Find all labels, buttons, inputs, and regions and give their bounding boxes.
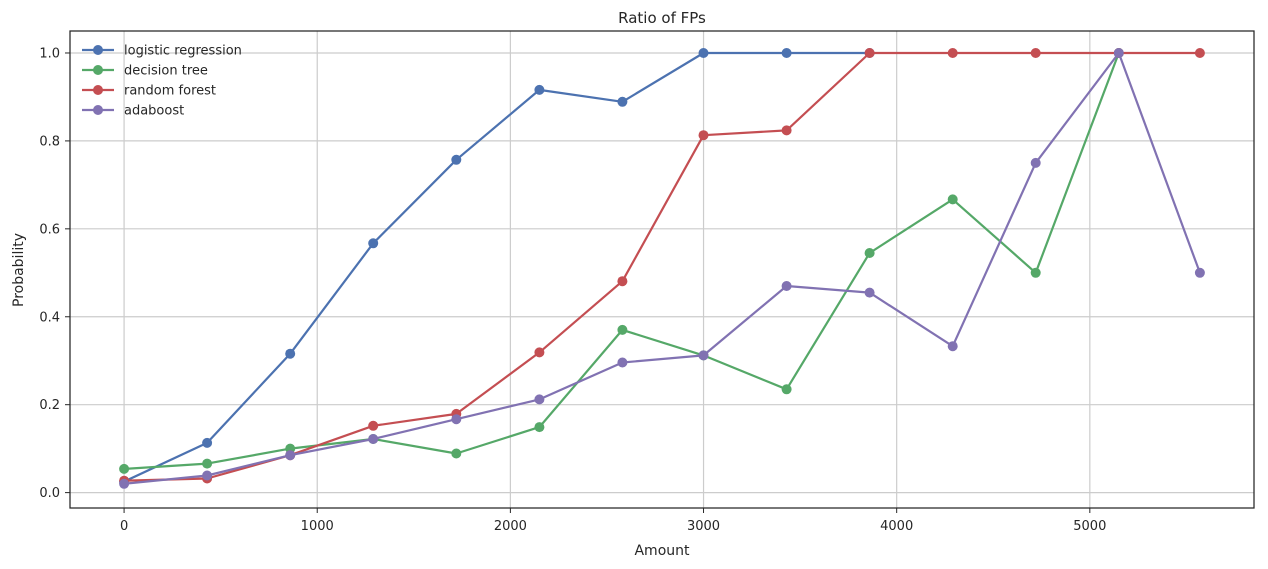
data-point xyxy=(1030,157,1041,168)
y-tick-label: 1.0 xyxy=(39,46,60,61)
x-tick-label: 5000 xyxy=(1073,519,1106,534)
data-point xyxy=(698,130,709,141)
legend: logistic regression decision tree random f… xyxy=(82,44,242,119)
data-point xyxy=(698,350,709,361)
series-line-random-forest xyxy=(124,51,1200,482)
legend-item-random-forest: random forest xyxy=(82,84,216,99)
data-point xyxy=(202,458,213,469)
data-point xyxy=(617,276,628,287)
y-tick-label: 0.8 xyxy=(39,134,60,149)
y-tick-label: 0.4 xyxy=(39,310,60,325)
data-point xyxy=(864,287,875,298)
legend-label: adaboost xyxy=(124,104,184,119)
y-axis-title: Probability xyxy=(11,233,27,307)
data-point xyxy=(947,341,958,352)
legend-marker xyxy=(93,65,103,75)
legend-item-decision-tree: decision tree xyxy=(82,64,208,79)
data-point xyxy=(947,194,958,205)
series-line-logistic-regression xyxy=(123,51,870,483)
series-logistic-regression xyxy=(119,48,875,487)
legend-label: logistic regression xyxy=(124,44,242,59)
x-tick-label: 2000 xyxy=(494,519,527,534)
legend-label: decision tree xyxy=(124,64,208,79)
data-point xyxy=(119,463,130,474)
series-line-adaboost xyxy=(123,51,1201,485)
data-point xyxy=(534,422,545,433)
data-point xyxy=(1113,48,1124,58)
series-group xyxy=(119,48,1205,489)
y-tick-label: 0.0 xyxy=(39,486,60,501)
data-point xyxy=(119,478,130,489)
x-tick-label: 4000 xyxy=(880,519,913,534)
data-point xyxy=(285,450,296,461)
data-point xyxy=(1030,267,1041,278)
axis-ticks: 0 1000 2000 3000 4000 5000 0.0 0.2 0.4 0.6 0.8 1.0 xyxy=(39,46,1106,534)
series-decision-tree xyxy=(119,48,1124,474)
data-point xyxy=(1194,48,1205,58)
x-tick-label: 0 xyxy=(120,519,128,534)
data-point xyxy=(864,248,875,258)
data-point xyxy=(1030,48,1041,58)
data-point xyxy=(781,125,792,136)
y-tick-label: 0.2 xyxy=(39,398,60,413)
data-point xyxy=(285,348,296,359)
data-point xyxy=(1194,267,1205,278)
chart-title: Ratio of FPs xyxy=(618,9,706,27)
legend-item-adaboost: adaboost xyxy=(82,104,184,119)
data-point xyxy=(451,448,462,459)
data-point xyxy=(451,414,462,425)
legend-item-logistic-regression: logistic regression xyxy=(82,44,242,59)
data-point xyxy=(617,96,628,107)
x-tick-label: 3000 xyxy=(687,519,720,534)
series-line-decision-tree xyxy=(124,52,1120,470)
data-point xyxy=(698,48,709,58)
data-point xyxy=(864,48,875,58)
series-random-forest xyxy=(119,48,1205,486)
data-point xyxy=(368,434,379,444)
data-point xyxy=(781,281,792,291)
data-point xyxy=(617,357,628,368)
data-point xyxy=(451,154,462,165)
x-tick-label: 1000 xyxy=(301,519,334,534)
data-point xyxy=(534,394,545,405)
legend-label: random forest xyxy=(124,84,216,99)
data-point xyxy=(368,238,379,249)
data-point xyxy=(781,384,792,395)
data-point xyxy=(534,84,545,95)
plot-frame xyxy=(69,30,1255,509)
data-point xyxy=(617,324,628,335)
legend-marker xyxy=(93,105,103,115)
data-point xyxy=(202,437,213,448)
legend-marker xyxy=(93,85,103,95)
x-axis-title: Amount xyxy=(634,543,690,559)
legend-marker xyxy=(93,45,103,55)
data-point xyxy=(368,420,379,431)
grid xyxy=(70,31,1254,508)
data-point xyxy=(534,347,545,358)
data-point xyxy=(947,48,958,58)
data-point xyxy=(202,470,213,481)
data-point xyxy=(781,48,792,58)
y-tick-label: 0.6 xyxy=(39,222,60,237)
series-adaboost xyxy=(119,48,1205,489)
